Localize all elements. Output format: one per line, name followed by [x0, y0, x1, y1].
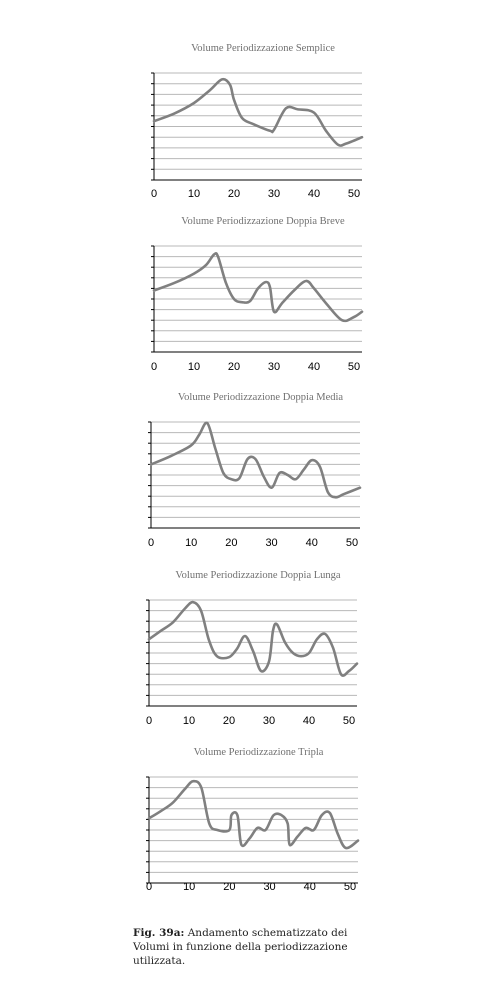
series-line-1: [149, 421, 362, 499]
chart-panel-4: Volume Periodizzazione Doppia Lunga 0 10 20…: [146, 570, 359, 727]
x-tick-label: 20: [223, 715, 235, 727]
caption-label: Fig. 39a:: [133, 927, 185, 939]
series-line-1: [152, 77, 364, 147]
x-tick-label: 20: [228, 188, 240, 200]
chart-title: Volume Periodizzazione Doppia Lunga: [175, 570, 340, 581]
chart-title: Volume Periodizzazione Doppia Media: [178, 392, 343, 403]
x-tick-label: 10: [183, 715, 195, 727]
x-tick-label: 40: [303, 715, 315, 727]
x-tick-label: 50: [344, 881, 356, 893]
x-tick-label: 40: [308, 361, 320, 373]
x-tick-label: 20: [225, 537, 237, 549]
x-tick-label: 30: [268, 188, 280, 200]
x-tick-label: 20: [223, 881, 235, 893]
x-tick-label: 40: [308, 188, 320, 200]
x-tick-label: 50: [348, 188, 360, 200]
x-tick-label: 40: [304, 881, 316, 893]
series-line-1: [152, 251, 364, 323]
chart-panel-2: Volume Periodizzazione Doppia Breve 0 10 20…: [151, 216, 364, 373]
x-tick-label: 10: [188, 361, 200, 373]
x-tick-label: 10: [183, 881, 195, 893]
chart-panel-3: Volume Periodizzazione Doppia Media 0 10 20…: [148, 392, 362, 549]
x-tick-label: 40: [306, 537, 318, 549]
x-tick-label: 10: [188, 188, 200, 200]
x-tick-label: 0: [151, 361, 157, 373]
x-tick-label: 10: [185, 537, 197, 549]
series-line-1: [147, 779, 360, 850]
x-tick-label: 20: [228, 361, 240, 373]
x-tick-label: 0: [146, 715, 152, 727]
x-tick-label: 0: [151, 188, 157, 200]
x-tick-label: 0: [146, 881, 152, 893]
x-tick-label: 30: [265, 537, 277, 549]
x-tick-label: 30: [263, 881, 275, 893]
chart-title: Volume Periodizzazione Tripla: [194, 747, 324, 758]
x-tick-label: 0: [148, 537, 154, 549]
chart-title: Volume Periodizzazione Doppia Breve: [181, 216, 345, 227]
figure-caption: Fig. 39a: Andamento schematizzato dei Vo…: [133, 926, 383, 968]
x-tick-label: 50: [343, 715, 355, 727]
caption-text: Andamento schematizzato dei Volumi in fu…: [133, 927, 348, 967]
x-tick-label: 50: [348, 361, 360, 373]
chart-panel-1: Volume Periodizzazione Semplice 0 10 20 30 40…: [151, 43, 364, 200]
x-tick-label: 30: [263, 715, 275, 727]
chart-panel-5: Volume Periodizzazione Tripla 0 10 20 30 40 50: [146, 747, 360, 893]
x-tick-label: 30: [268, 361, 280, 373]
x-tick-label: 50: [346, 537, 358, 549]
series-line-1: [147, 600, 359, 677]
chart-title: Volume Periodizzazione Semplice: [191, 43, 335, 54]
